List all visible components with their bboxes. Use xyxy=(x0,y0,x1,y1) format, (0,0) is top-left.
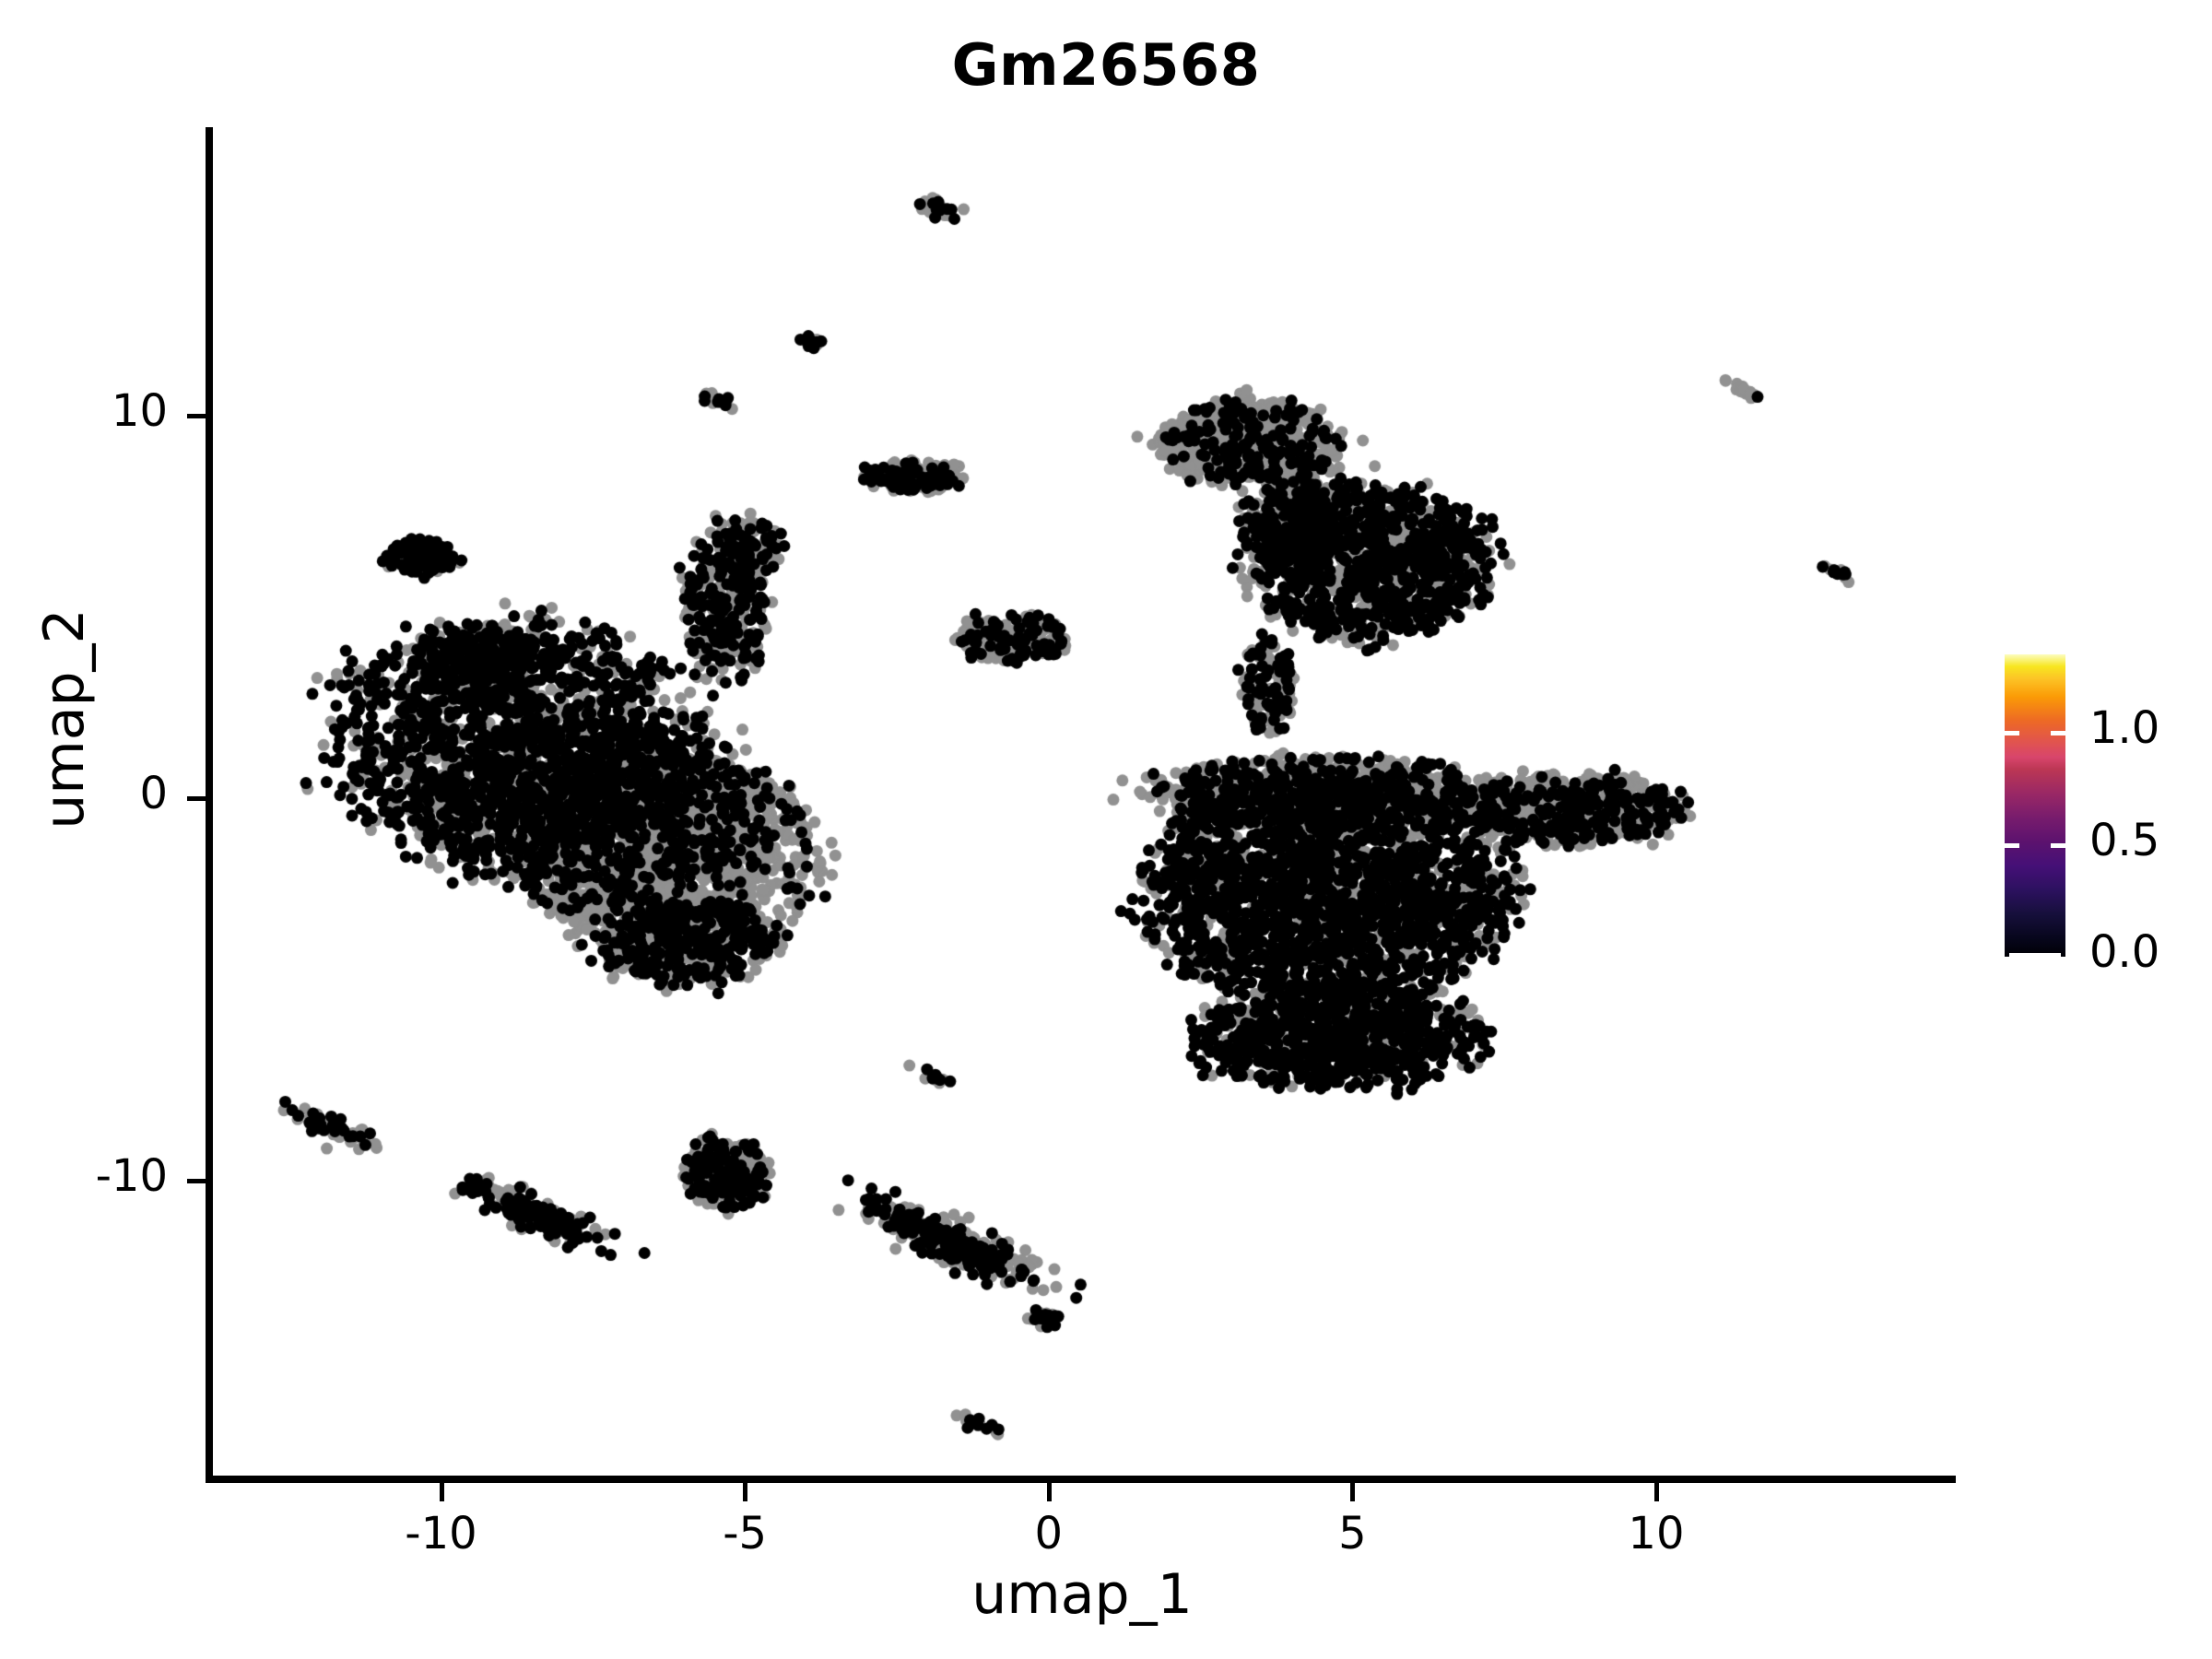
x-tick-mark xyxy=(743,1483,748,1501)
colorbar-gradient xyxy=(2005,654,2065,958)
colorbar-tick-mark xyxy=(2051,731,2065,736)
x-tick-label: 10 xyxy=(1628,1508,1685,1559)
y-tick-mark xyxy=(187,1179,207,1184)
y-axis-label: umap_2 xyxy=(32,608,97,830)
x-tick-label: -5 xyxy=(723,1508,768,1559)
colorbar-tick-mark xyxy=(2005,842,2019,848)
colorbar-legend: 1.0 0.5 0.0 xyxy=(2005,654,2159,978)
x-tick-label: 5 xyxy=(1338,1508,1367,1559)
colorbar-tick-mark xyxy=(2005,731,2019,736)
colorbar-tick-label: 0.5 xyxy=(2089,814,2160,866)
colorbar-tick-mark xyxy=(2051,842,2065,848)
x-tick-label: 0 xyxy=(1034,1508,1063,1559)
y-tick-label: 0 xyxy=(139,768,168,820)
colorbar-tick-label: 1.0 xyxy=(2089,702,2160,755)
x-tick-mark xyxy=(1350,1483,1356,1501)
x-tick-mark xyxy=(439,1483,444,1501)
x-tick-mark xyxy=(1046,1483,1052,1501)
colorbar-tick-label: 0.0 xyxy=(2089,926,2160,978)
scatter-points-canvas xyxy=(210,129,1954,1479)
x-axis-spine xyxy=(206,1476,1956,1483)
page-title: Gm26568 xyxy=(951,31,1261,99)
x-tick-mark xyxy=(1653,1483,1659,1501)
y-tick-label: -10 xyxy=(95,1150,168,1203)
colorbar-tick-mark xyxy=(2009,953,2061,958)
plot-area xyxy=(210,129,1954,1479)
x-tick-label: -10 xyxy=(405,1508,477,1559)
y-axis-spine xyxy=(206,127,213,1483)
y-tick-mark xyxy=(187,414,207,419)
x-axis-label: umap_1 xyxy=(971,1562,1193,1627)
y-tick-mark xyxy=(187,796,207,802)
y-tick-label: 10 xyxy=(111,385,168,438)
